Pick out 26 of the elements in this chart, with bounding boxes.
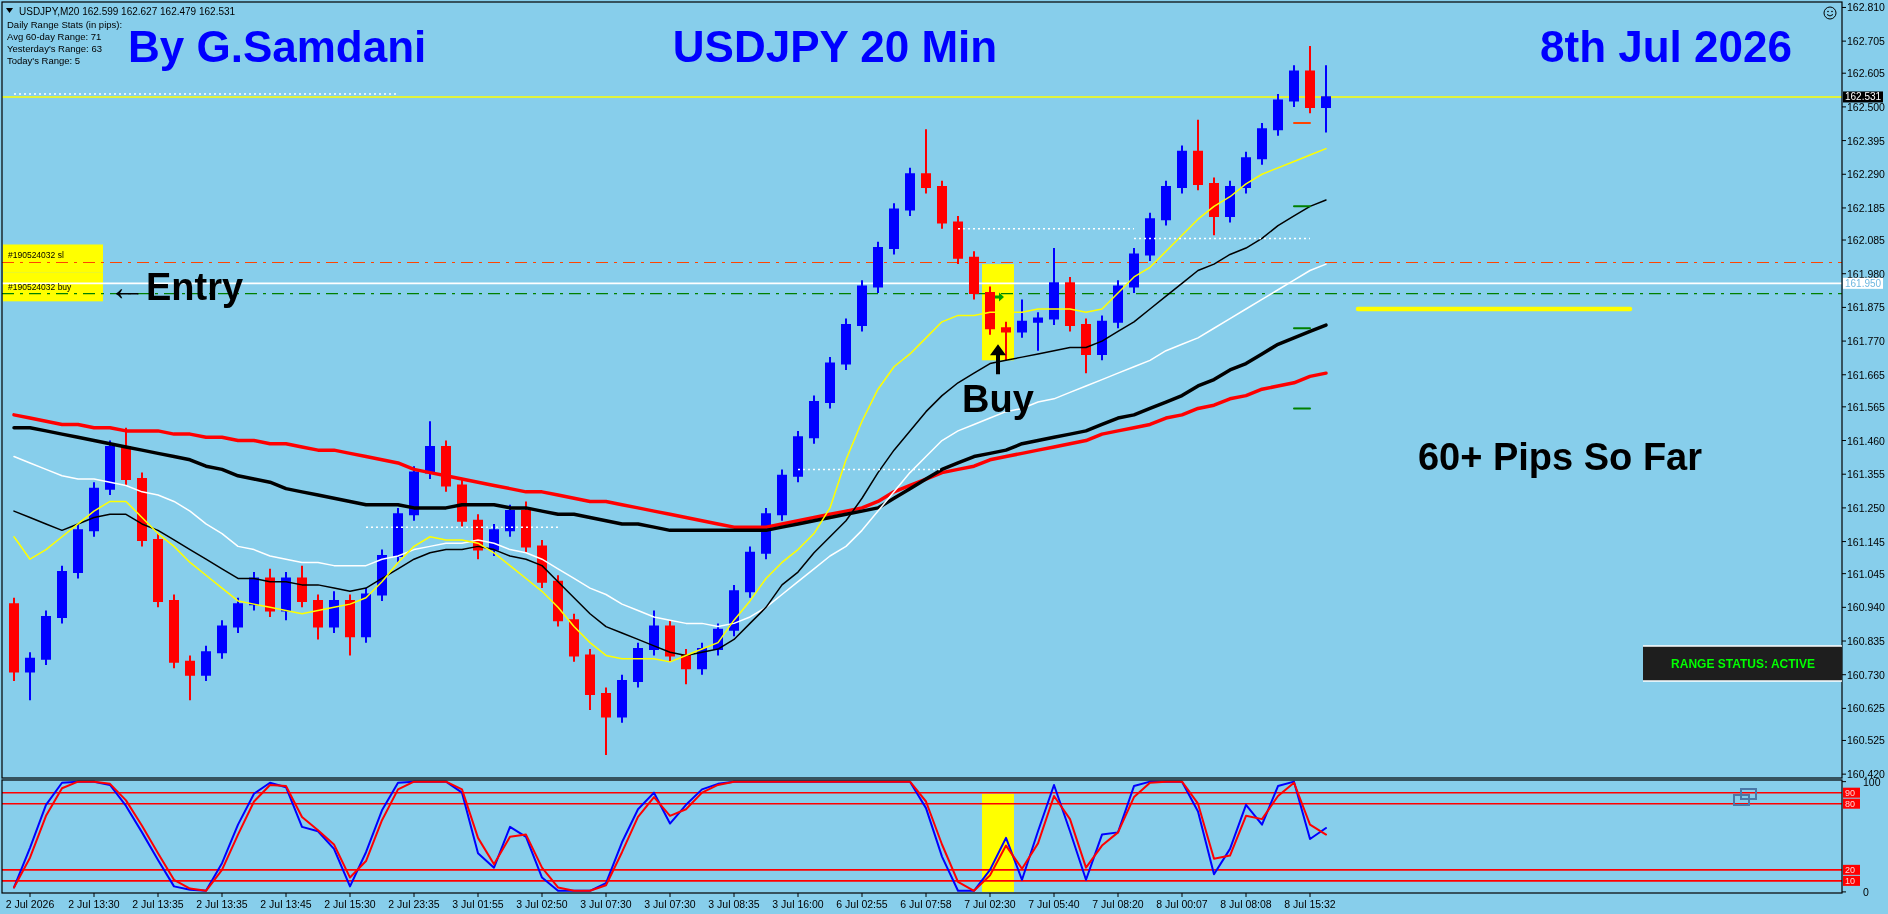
x-tick-label: 8 Jul 15:32 [1284,898,1336,910]
x-tick-label: 3 Jul 02:50 [516,898,568,910]
ref-line-label: 80 [1845,798,1856,809]
x-tick-label: 3 Jul 01:55 [452,898,504,910]
x-tick-label: 2 Jul 2026 [5,898,55,910]
x-tick-label: 6 Jul 02:55 [836,898,888,910]
x-tick-label: 2 Jul 13:30 [68,898,120,910]
x-tick-label: 3 Jul 07:30 [644,898,696,910]
ref-line-label: 90 [1845,787,1856,798]
x-tick-label: 2 Jul 13:35 [196,898,248,910]
x-tick-label: 2 Jul 13:45 [260,898,312,910]
x-tick-label: 8 Jul 08:08 [1220,898,1272,910]
x-tick-label: 7 Jul 08:20 [1092,898,1144,910]
x-tick-label: 2 Jul 23:35 [388,898,440,910]
x-tick-label: 3 Jul 16:00 [772,898,824,910]
x-tick-label: 2 Jul 13:35 [132,898,184,910]
x-tick-label: 2 Jul 15:30 [324,898,376,910]
x-tick-label: 6 Jul 07:58 [900,898,952,910]
y-tick-label: 0 [1863,885,1869,898]
x-tick-label: 7 Jul 05:40 [1028,898,1080,910]
x-tick-label: 3 Jul 07:30 [580,898,632,910]
x-tick-label: 7 Jul 02:30 [964,898,1016,910]
ref-line-label: 20 [1845,864,1856,875]
ref-line-label: 10 [1845,875,1856,886]
x-tick-label: 3 Jul 08:35 [708,898,760,910]
x-tick-label: 8 Jul 00:07 [1156,898,1208,910]
